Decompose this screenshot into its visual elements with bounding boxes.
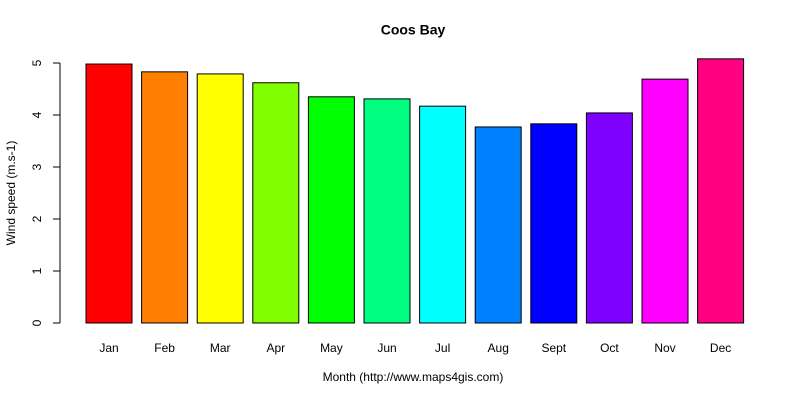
- y-tick-label: 2: [30, 215, 44, 222]
- bar: [585, 112, 633, 324]
- y-tick-label: 3: [30, 163, 44, 170]
- x-tick-label: Dec: [710, 341, 731, 355]
- x-tick-label: Nov: [654, 341, 675, 355]
- x-tick-label: Jun: [377, 341, 396, 355]
- x-tick-label: Oct: [600, 341, 619, 355]
- bar: [196, 73, 244, 324]
- bar: [641, 78, 689, 324]
- bar: [85, 63, 133, 324]
- bar: [697, 58, 745, 324]
- bar: [363, 98, 411, 324]
- bar: [419, 105, 467, 324]
- x-tick-label: Aug: [488, 341, 509, 355]
- x-tick-label: Jan: [99, 341, 118, 355]
- bar: [307, 96, 355, 324]
- x-tick-label: Apr: [266, 341, 285, 355]
- x-tick-label: Sept: [541, 341, 566, 355]
- y-tick-label: 4: [30, 111, 44, 118]
- x-tick-label: Mar: [210, 341, 231, 355]
- x-axis-label: Month (http://www.maps4gis.com): [323, 370, 504, 384]
- bar: [141, 71, 189, 324]
- chart-title: Coos Bay: [381, 22, 446, 38]
- bar: [530, 123, 578, 324]
- bar: [252, 82, 300, 324]
- y-tick-label: 0: [30, 319, 44, 326]
- bar: [474, 126, 522, 324]
- y-tick-label: 5: [30, 59, 44, 66]
- x-tick-label: May: [320, 341, 343, 355]
- x-tick-label: Jul: [435, 341, 450, 355]
- y-tick-label: 1: [30, 267, 44, 274]
- x-tick-label: Feb: [154, 341, 175, 355]
- y-axis-label: Wind speed (m.s-1): [4, 141, 18, 246]
